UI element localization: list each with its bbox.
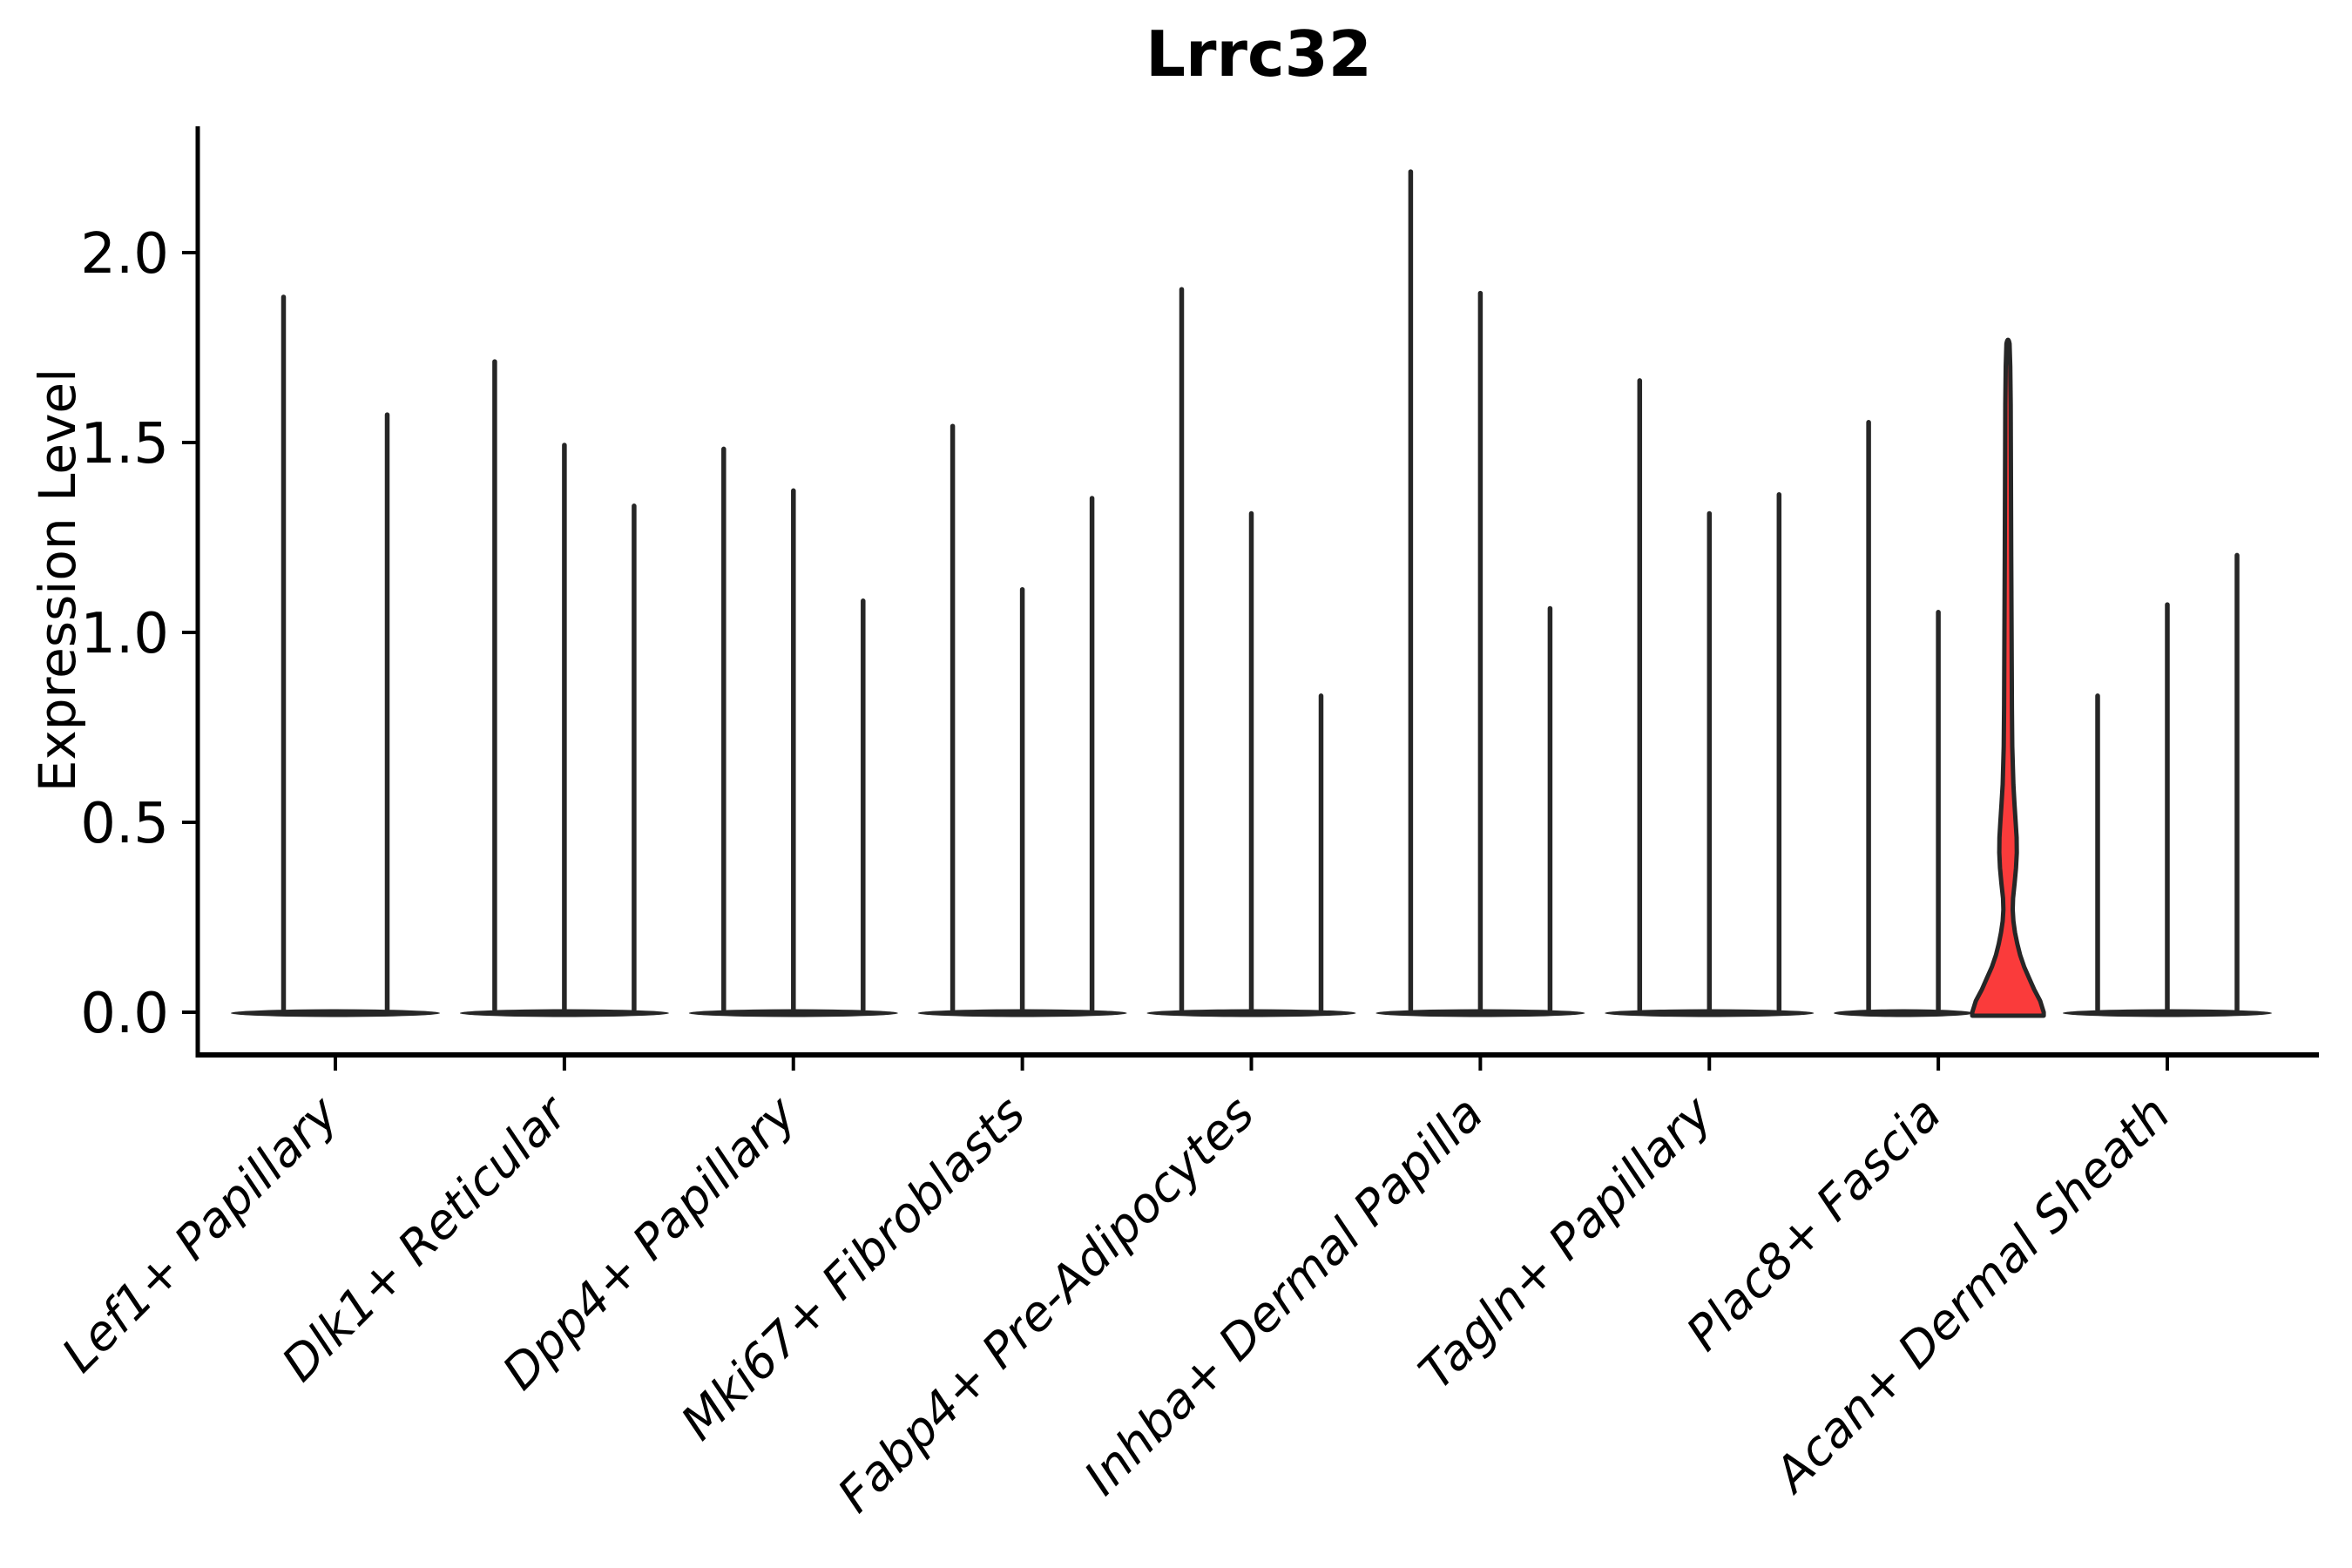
violin-base: [688, 1009, 898, 1017]
y-tick-label: 1.5: [80, 412, 169, 476]
violin-base: [1375, 1009, 1585, 1017]
violin-base: [459, 1009, 669, 1017]
y-tick-label: 0.5: [80, 792, 169, 856]
violin-highlighted: [1970, 337, 2046, 1018]
violin-base: [1834, 1009, 1974, 1017]
y-tick-label: 2.0: [80, 222, 169, 287]
x-tick-label: Fabp4+ Pre-Adipocytes: [827, 1085, 1264, 1523]
violin-base: [2063, 1009, 2272, 1017]
x-tick-label: Inhba+ Dermal Papilla: [1073, 1085, 1493, 1505]
violin-base: [1146, 1009, 1356, 1017]
chart-title: Lrrc32: [1146, 17, 1372, 91]
violin-base: [917, 1009, 1127, 1017]
y-axis-label: Expression Level: [28, 368, 87, 793]
y-tick-label: 0.0: [80, 982, 169, 1046]
violin-base: [1605, 1009, 1815, 1017]
x-tick-label: Acan+ Dermal Sheath: [1762, 1085, 2181, 1504]
violin-base: [231, 1009, 440, 1017]
y-tick-label: 1.0: [80, 602, 169, 666]
